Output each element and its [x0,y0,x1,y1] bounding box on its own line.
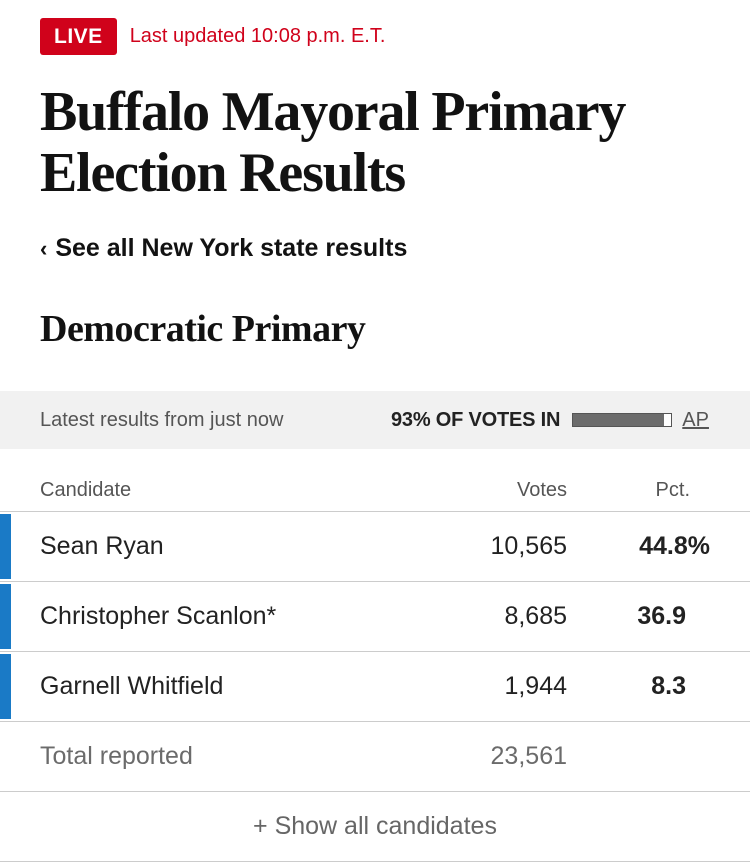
page-title: Buffalo Mayoral Primary Election Results [40,81,626,204]
total-reported-row: Total reported 23,561 [0,722,750,792]
table-header: Candidate Votes Pct. [0,470,750,512]
candidate-name: Garnell Whitfield [40,672,224,700]
candidate-name: Christopher Scanlon* [40,602,277,630]
candidate-votes: 8,685 [504,602,567,630]
chevron-left-icon: ‹ [40,235,48,261]
table-row: Christopher Scanlon* 8,685 36.9 [0,582,750,652]
candidate-color-bar [0,654,11,719]
reporting-progress-fill [573,414,665,426]
live-badge: LIVE [40,18,117,55]
pct-column-header: Pct. [655,479,690,501]
latest-results-text: Latest results from just now [40,408,284,431]
candidate-pct: 36.9 [637,602,686,630]
live-status: LIVE Last updated 10:08 p.m. E.T. [40,18,385,55]
results-meta-bar: Latest results from just now 93% OF VOTE… [0,391,750,449]
table-row: Garnell Whitfield 1,944 8.3 [0,652,750,722]
candidate-pct: 44.8% [639,532,710,560]
total-reported-votes: 23,561 [490,742,567,770]
votes-in-label: 93% OF VOTES IN [391,408,561,431]
candidate-color-bar [0,514,11,579]
votes-column-header: Votes [516,479,567,501]
last-updated-text: Last updated 10:08 p.m. E.T. [129,25,386,47]
back-to-state-results-link[interactable]: ‹ See all New York state results [40,234,407,263]
candidate-color-bar [0,584,11,649]
results-table: Candidate Votes Pct. Sean Ryan 10,565 44… [0,470,750,862]
back-link-label: See all New York state results [55,234,408,262]
show-all-candidates-label: + Show all candidates [253,812,497,840]
ap-source-link[interactable]: AP [682,408,709,431]
show-all-candidates-button[interactable]: + Show all candidates [0,792,750,862]
candidate-name: Sean Ryan [40,532,164,560]
candidate-votes: 10,565 [490,532,567,560]
candidate-column-header: Candidate [40,479,132,501]
table-row: Sean Ryan 10,565 44.8% [0,512,750,582]
race-title: Democratic Primary [40,308,366,350]
total-reported-label: Total reported [40,742,193,770]
candidate-votes: 1,944 [504,672,567,700]
reporting-progress-bar [572,413,673,427]
reporting-status: 93% OF VOTES IN AP [391,409,709,432]
candidate-pct: 8.3 [651,672,686,700]
